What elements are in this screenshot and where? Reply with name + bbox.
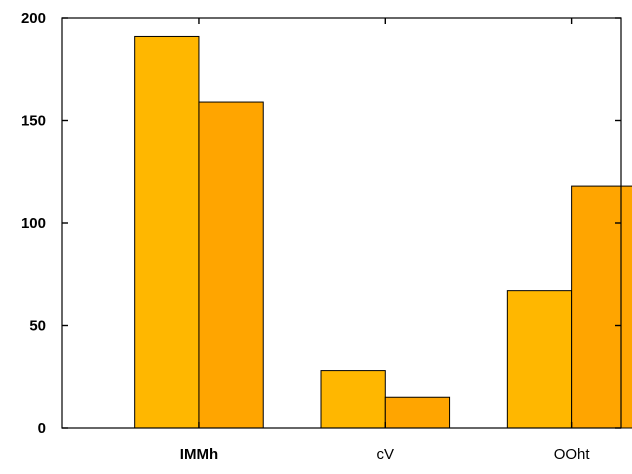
- bars-group: [134, 35, 632, 429]
- ticks-group: [62, 17, 621, 429]
- x-tick-label-IMMh: IMMh: [180, 446, 218, 463]
- tick-labels-group: IMMh cV OOht 0 50 100 150 200: [21, 10, 590, 463]
- y-tick-label-100: 100: [21, 215, 46, 232]
- y-tick-label-50: 50: [29, 318, 46, 335]
- bar-OOht-series-1: [506, 290, 573, 429]
- x-tick-label-cV: cV: [377, 446, 395, 463]
- bar-IMMh-series-1: [134, 35, 200, 429]
- x-tick-label-OOht: OOht: [554, 446, 591, 463]
- bar-cV-series-1: [320, 370, 386, 429]
- bar-IMMh-series-2: [198, 101, 264, 429]
- bar-OOht-series-2: [571, 185, 632, 429]
- bar-cV-series-2: [384, 396, 451, 429]
- y-tick-label-200: 200: [21, 10, 46, 27]
- y-tick-label-150: 150: [21, 113, 46, 130]
- y-tick-label-0: 0: [38, 420, 46, 437]
